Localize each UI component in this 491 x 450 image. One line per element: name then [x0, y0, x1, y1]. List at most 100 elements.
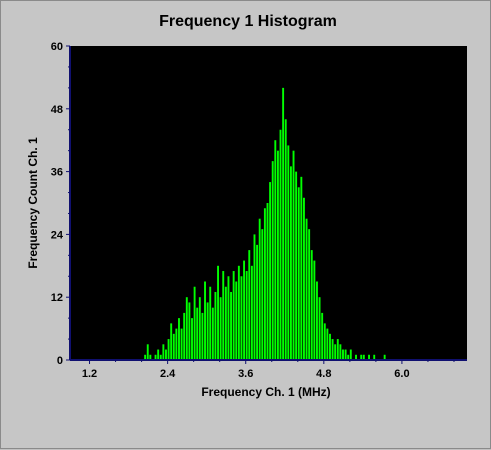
histogram-bar: [201, 312, 204, 360]
y-axis-label: Frequency Count Ch. 1: [26, 137, 40, 269]
histogram-bar: [235, 281, 238, 360]
histogram-bar: [300, 176, 303, 360]
histogram-bar: [305, 218, 308, 360]
histogram-bar: [362, 354, 365, 360]
histogram-bar: [266, 203, 269, 360]
histogram-bar: [214, 291, 217, 360]
histogram-bar: [227, 276, 230, 360]
histogram-bar: [269, 182, 272, 360]
histogram-bar: [149, 354, 152, 360]
histogram-bar: [167, 339, 170, 360]
histogram-bar: [245, 271, 248, 360]
histogram-bar: [180, 328, 183, 360]
histogram-bar: [368, 354, 370, 360]
histogram-bar: [211, 307, 214, 360]
histogram-bar: [331, 339, 334, 360]
histogram-bar: [316, 281, 318, 360]
histogram-bar: [206, 302, 209, 360]
histogram-bar: [360, 354, 363, 360]
histogram-bar: [198, 297, 201, 360]
histogram-bar: [271, 161, 274, 360]
histogram-bar: [318, 297, 321, 360]
histogram-bar: [276, 150, 279, 360]
histogram-bar: [321, 312, 324, 360]
histogram-bar: [178, 318, 180, 360]
histogram-bar: [219, 297, 222, 360]
histogram-bar: [329, 333, 331, 360]
histogram-bar: [154, 354, 157, 360]
x-axis-ticks: 1.2 2.4 3.6 4.8 6.0: [82, 360, 455, 380]
histogram-bar: [248, 250, 251, 360]
histogram-bars: [144, 87, 386, 361]
histogram-bar: [297, 187, 300, 360]
histogram-bar: [230, 291, 232, 360]
histogram-bar: [157, 349, 160, 360]
histogram-bar: [243, 260, 246, 360]
histogram-bar: [326, 328, 329, 360]
histogram-bar: [193, 286, 196, 360]
histogram-bar: [188, 302, 191, 360]
chart-title: Frequency 1 Histogram: [159, 13, 337, 30]
y-tick-label: 36: [51, 167, 63, 179]
x-axis-label: Frequency Ch. 1 (MHz): [201, 385, 330, 399]
histogram-bar: [355, 354, 357, 360]
histogram-bar: [224, 286, 227, 360]
x-tick-label: 6.0: [394, 368, 409, 380]
histogram-bar: [310, 250, 313, 360]
y-tick-label: 48: [51, 104, 63, 116]
histogram-bar: [302, 197, 305, 360]
y-tick-label: 12: [51, 292, 63, 304]
x-tick-label: 3.6: [238, 368, 253, 380]
histogram-bar: [282, 87, 285, 361]
histogram-bar: [279, 129, 282, 360]
histogram-bar: [347, 354, 350, 360]
y-tick-label: 0: [57, 355, 63, 367]
histogram-bar: [274, 140, 277, 360]
histogram-bar: [344, 349, 347, 360]
histogram-bar: [237, 265, 240, 360]
y-tick-label: 60: [51, 41, 63, 53]
y-tick-label: 24: [51, 229, 64, 241]
histogram-bar: [165, 349, 167, 360]
histogram-bar: [240, 276, 243, 360]
histogram-bar: [292, 150, 295, 360]
histogram-bar: [209, 286, 212, 360]
y-axis-ticks: 0 12 24 36 48 60: [51, 41, 70, 367]
histogram-bar: [263, 208, 266, 360]
histogram-bar: [232, 271, 235, 360]
histogram-bar: [185, 297, 188, 360]
histogram-bar: [162, 344, 165, 360]
histogram-bar: [383, 354, 386, 360]
histogram-bar: [339, 344, 342, 360]
histogram-bar: [256, 244, 259, 360]
histogram-bar: [287, 145, 290, 360]
histogram-bar: [258, 218, 261, 360]
histogram-bar: [253, 234, 256, 360]
histogram-bar: [172, 333, 175, 360]
histogram-bar: [261, 229, 264, 360]
histogram-bar: [308, 229, 311, 360]
x-tick-label: 4.8: [316, 368, 331, 380]
histogram-bar: [204, 281, 206, 360]
x-tick-label: 1.2: [82, 368, 97, 380]
histogram-bar: [144, 354, 147, 360]
histogram-bar: [175, 328, 178, 360]
histogram-bar: [342, 349, 344, 360]
histogram-bar: [183, 312, 186, 360]
histogram-bar: [323, 323, 326, 360]
histogram-bar: [191, 318, 193, 360]
histogram-bar: [146, 344, 149, 360]
histogram-bar: [222, 271, 225, 360]
histogram-bar: [373, 354, 376, 360]
histogram-bar: [349, 349, 352, 360]
histogram-bar: [217, 265, 219, 360]
histogram-bar: [289, 166, 292, 360]
x-tick-label: 2.4: [160, 368, 176, 380]
histogram-bar: [336, 339, 339, 360]
plot-area: [70, 46, 467, 360]
histogram-bar: [295, 171, 298, 360]
histogram-bar: [334, 344, 337, 360]
histogram-bar: [170, 323, 173, 360]
